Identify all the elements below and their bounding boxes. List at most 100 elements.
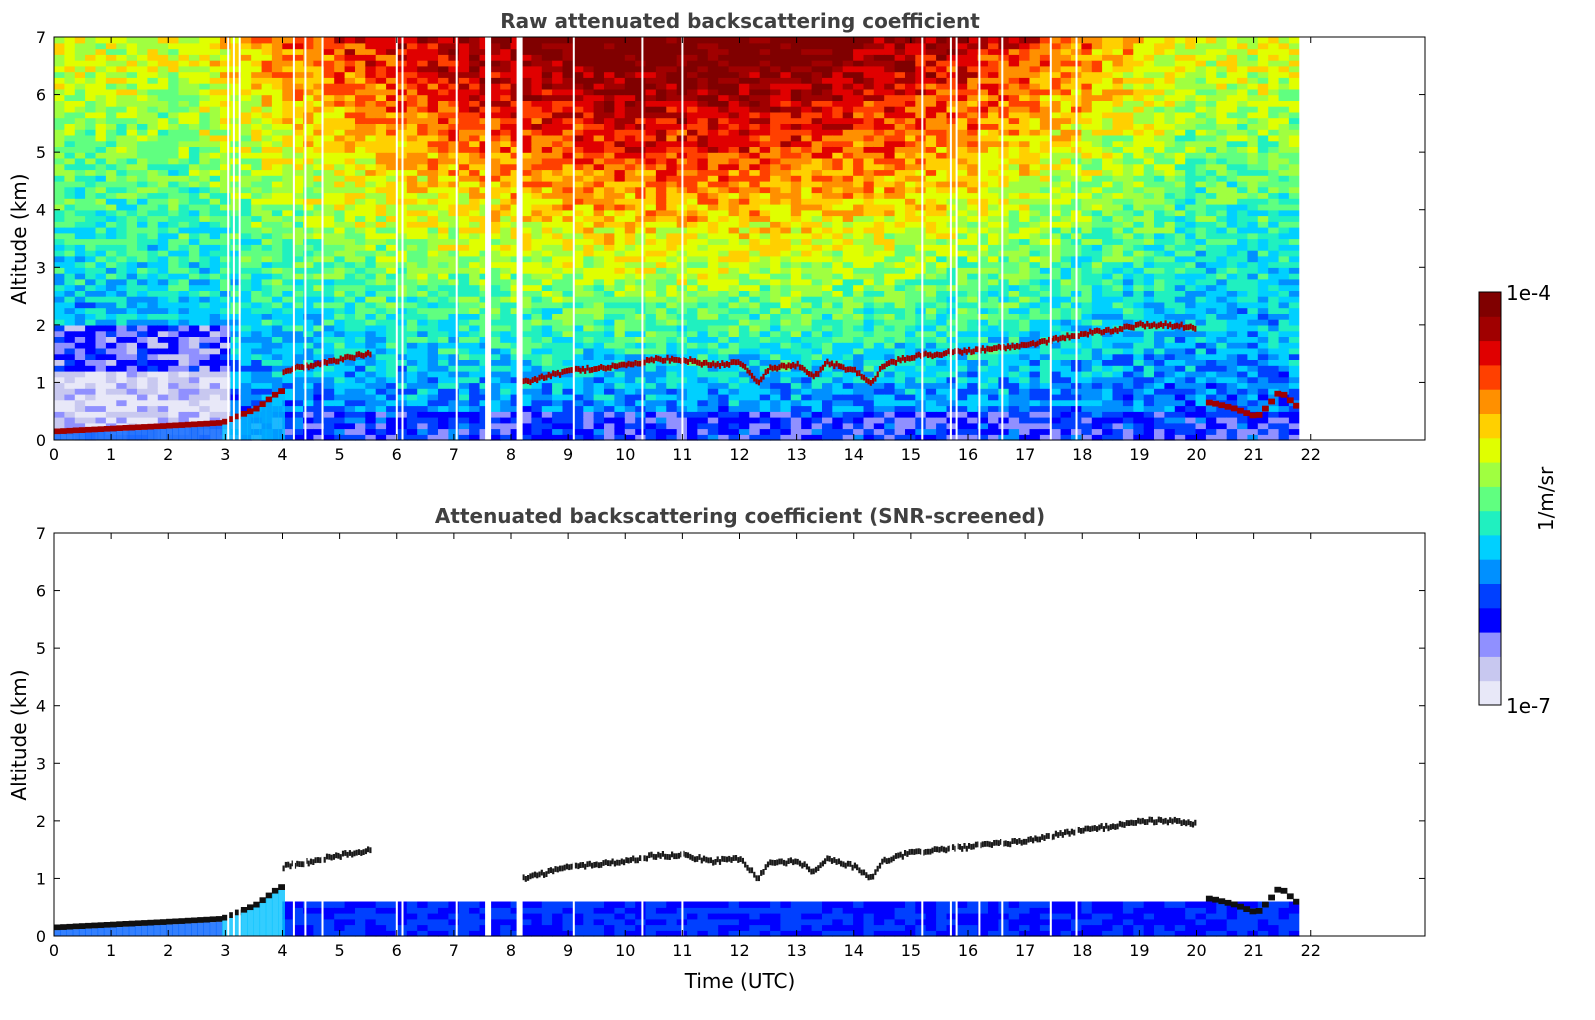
heatmap-cell — [718, 376, 730, 384]
heatmap-cell — [780, 94, 792, 101]
heatmap-cell — [147, 198, 159, 205]
heatmap-cell — [85, 359, 97, 366]
heatmap-cell — [469, 83, 481, 90]
heatmap-cell — [334, 319, 346, 326]
heatmap-cell — [759, 428, 771, 435]
heatmap-cell — [759, 393, 771, 401]
heatmap-cell — [417, 83, 429, 90]
heatmap-cell — [147, 273, 159, 280]
heatmap-cell — [521, 215, 532, 222]
heatmap-cell — [375, 221, 387, 228]
heatmap-cell — [157, 88, 169, 96]
heatmap-cell — [178, 88, 190, 96]
heatmap-cell — [292, 71, 304, 78]
heatmap-cell — [188, 399, 200, 407]
heatmap-cell — [552, 376, 564, 384]
heatmap-cell — [375, 290, 387, 297]
heatmap-cell — [126, 123, 138, 130]
heatmap-cell — [137, 353, 148, 360]
heatmap-cell — [116, 290, 128, 297]
heatmap-cell — [738, 54, 750, 61]
heatmap-cell — [240, 117, 252, 124]
heatmap-cell — [531, 324, 543, 332]
heatmap-cell — [334, 94, 346, 101]
heatmap-cell — [251, 244, 263, 251]
heatmap-cell — [583, 129, 595, 136]
heatmap-cell — [313, 180, 325, 188]
heatmap-cell — [510, 428, 522, 435]
heatmap-cell — [604, 278, 615, 286]
heatmap-cell — [759, 169, 771, 176]
heatmap-cell — [583, 186, 595, 194]
heatmap-cell — [635, 134, 647, 142]
heatmap-cell — [749, 198, 761, 205]
heatmap-cell — [85, 117, 97, 124]
heatmap-cell — [655, 117, 667, 124]
heatmap-cell — [738, 411, 750, 418]
heatmap-cell — [427, 238, 439, 245]
heatmap-cell — [728, 353, 740, 360]
heatmap-cell — [697, 204, 709, 211]
heatmap-cell — [593, 353, 605, 360]
heatmap-cell — [552, 215, 564, 222]
heatmap-cell — [209, 313, 221, 320]
heatmap-cell — [334, 180, 346, 188]
heatmap-cell — [313, 411, 325, 418]
heatmap-cell — [645, 215, 657, 222]
heatmap-cell — [541, 244, 553, 251]
heatmap-cell — [303, 48, 315, 55]
heatmap-cell — [707, 301, 719, 309]
heatmap-cell — [188, 227, 200, 234]
heatmap-cell — [770, 428, 782, 435]
heatmap-cell — [126, 65, 138, 73]
heatmap-cell — [220, 393, 231, 401]
heatmap-cell — [562, 347, 574, 355]
heatmap-cell — [375, 60, 387, 67]
heatmap-cell — [334, 388, 346, 395]
heatmap-cell — [448, 244, 460, 251]
heatmap-cell — [220, 83, 231, 90]
heatmap-cell — [199, 106, 211, 113]
heatmap-cell — [541, 319, 553, 326]
heatmap-cell — [489, 134, 501, 142]
heatmap-cell — [188, 267, 200, 274]
heatmap-cell — [780, 106, 792, 113]
heatmap-cell — [666, 221, 678, 228]
heatmap-cell — [344, 71, 356, 78]
heatmap-cell — [240, 163, 252, 171]
heatmap-cell — [645, 209, 657, 217]
heatmap-cell — [645, 100, 657, 107]
heatmap-cell — [749, 238, 761, 245]
heatmap-cell — [323, 117, 335, 124]
heatmap-cell — [137, 284, 148, 291]
heatmap-cell — [355, 65, 366, 73]
heatmap-cell — [479, 393, 491, 401]
heatmap-cell — [666, 428, 678, 435]
heatmap-cell — [406, 428, 418, 435]
heatmap-cell — [74, 157, 86, 165]
heatmap-cell — [85, 71, 97, 78]
heatmap-cell — [521, 157, 532, 165]
heatmap-cell — [230, 48, 242, 55]
heatmap-cell — [489, 365, 501, 372]
heatmap-cell — [105, 215, 117, 222]
heatmap-cell — [448, 319, 460, 326]
heatmap-cell — [469, 238, 481, 245]
heatmap-cell — [707, 54, 719, 61]
heatmap-cell — [292, 411, 304, 418]
heatmap-cell — [365, 232, 377, 240]
heatmap-cell — [624, 238, 636, 245]
heatmap-cell — [469, 365, 481, 372]
heatmap-cell — [334, 428, 346, 435]
heatmap-cell — [624, 152, 636, 159]
heatmap-cell — [738, 324, 750, 332]
heatmap-cell — [85, 48, 97, 55]
heatmap-cell — [282, 198, 294, 205]
heatmap-cell — [770, 192, 782, 199]
heatmap-cell — [728, 88, 740, 96]
heatmap-cell — [759, 353, 771, 360]
heatmap-cell — [697, 71, 709, 78]
heatmap-cell — [458, 54, 470, 61]
heatmap-cell — [604, 422, 615, 430]
heatmap-cell — [199, 94, 211, 101]
